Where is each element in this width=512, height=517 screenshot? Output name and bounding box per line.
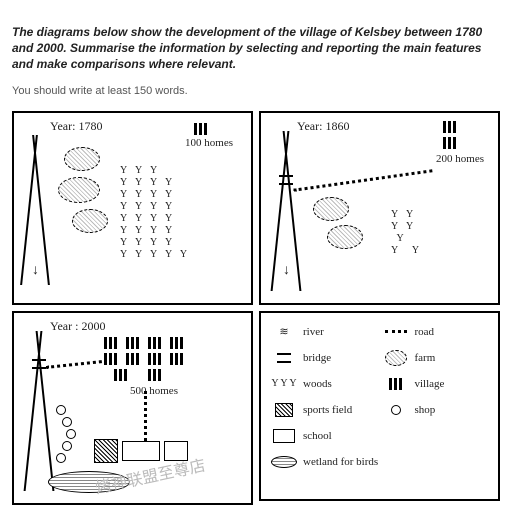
village-icon bbox=[170, 353, 183, 365]
legend-label: woods bbox=[303, 378, 332, 390]
year-label: Year: 1780 bbox=[50, 119, 102, 134]
legend-river: ≋ river bbox=[271, 325, 377, 338]
wetland-symbol bbox=[271, 456, 297, 468]
village-icon bbox=[114, 369, 127, 381]
flow-arrow: ↓ bbox=[32, 263, 39, 279]
farm-blob bbox=[64, 147, 100, 171]
river-symbol: ≋ bbox=[271, 325, 297, 338]
village-icon bbox=[126, 337, 139, 349]
legend-village: village bbox=[383, 378, 489, 390]
legend-road: road bbox=[383, 326, 489, 338]
school-symbol bbox=[271, 429, 297, 443]
village-icon bbox=[148, 337, 161, 349]
legend-label: shop bbox=[415, 404, 436, 416]
legend-label: sports field bbox=[303, 404, 352, 416]
legend-label: school bbox=[303, 430, 332, 442]
legend-label: road bbox=[415, 326, 435, 338]
year-label: Year: 1860 bbox=[297, 119, 349, 134]
village-icon bbox=[148, 369, 161, 381]
shop-icon bbox=[56, 453, 66, 463]
shop-symbol bbox=[383, 405, 409, 415]
legend-label: wetland for birds bbox=[303, 456, 378, 468]
legend-school: school bbox=[271, 429, 377, 443]
village-icon bbox=[126, 353, 139, 365]
village-symbol bbox=[383, 378, 409, 390]
legend-label: river bbox=[303, 326, 324, 338]
village-icon bbox=[443, 121, 456, 133]
legend-shop: shop bbox=[383, 404, 489, 416]
village-icon bbox=[170, 337, 183, 349]
woods-block: Y Y YY Y Y YY Y Y YY Y Y YY Y Y YY Y Y Y… bbox=[120, 165, 190, 261]
legend-panel: ≋ river road bridge farm Y Y Y woods vil… bbox=[259, 311, 500, 501]
question-prompt: The diagrams below show the development … bbox=[12, 24, 500, 73]
farm-blob bbox=[327, 225, 363, 249]
panel-2000: Year : 2000 500 homes 烤神联盟至尊店 bbox=[12, 311, 253, 505]
wetland-icon bbox=[48, 471, 130, 493]
village-icon bbox=[104, 337, 117, 349]
legend-farm: farm bbox=[383, 350, 489, 366]
farm-symbol bbox=[383, 350, 409, 366]
road-symbol bbox=[383, 330, 409, 333]
word-instruction: You should write at least 150 words. bbox=[12, 85, 500, 97]
bridge-symbol bbox=[271, 353, 297, 363]
sportsfield-icon bbox=[94, 439, 118, 463]
homes-label: 200 homes bbox=[436, 153, 484, 165]
village-icon bbox=[194, 123, 207, 135]
legend-woods: Y Y Y woods bbox=[271, 378, 377, 390]
flow-arrow: ↓ bbox=[283, 263, 290, 279]
legend-label: village bbox=[415, 378, 445, 390]
bridge-icon bbox=[32, 359, 46, 369]
legend-wetland: wetland for birds bbox=[271, 456, 488, 468]
farm-blob bbox=[313, 197, 349, 221]
legend-sports: sports field bbox=[271, 403, 377, 417]
panel-1780: Year: 1780 100 homes ↓ Y Y YY Y Y YY Y Y… bbox=[12, 111, 253, 305]
farm-blob bbox=[72, 209, 108, 233]
road-segment bbox=[144, 391, 147, 441]
homes-label: 100 homes bbox=[185, 137, 233, 149]
school-icon bbox=[164, 441, 188, 461]
shop-icon bbox=[62, 417, 72, 427]
river-line bbox=[36, 331, 55, 491]
legend-label: farm bbox=[415, 352, 436, 364]
road-segment bbox=[293, 169, 432, 191]
woods-block: Y YY Y YY Y bbox=[391, 209, 422, 257]
shop-icon bbox=[62, 441, 72, 451]
village-icon bbox=[443, 137, 456, 149]
homes-label: 500 homes bbox=[130, 385, 178, 397]
year-label: Year : 2000 bbox=[50, 319, 105, 334]
farm-blob bbox=[58, 177, 100, 203]
village-icon bbox=[148, 353, 161, 365]
road-segment bbox=[46, 360, 102, 369]
panel-1860: Year: 1860 200 homes ↓ Y YY Y YY Y bbox=[259, 111, 500, 305]
woods-symbol: Y Y Y bbox=[271, 378, 297, 389]
legend-bridge: bridge bbox=[271, 352, 377, 364]
village-icon bbox=[104, 353, 117, 365]
bridge-icon bbox=[279, 175, 293, 185]
legend-label: bridge bbox=[303, 352, 331, 364]
shop-icon bbox=[56, 405, 66, 415]
school-icon bbox=[122, 441, 160, 461]
diagram-grid: Year: 1780 100 homes ↓ Y Y YY Y Y YY Y Y… bbox=[12, 111, 500, 505]
sports-symbol bbox=[271, 403, 297, 417]
shop-icon bbox=[66, 429, 76, 439]
